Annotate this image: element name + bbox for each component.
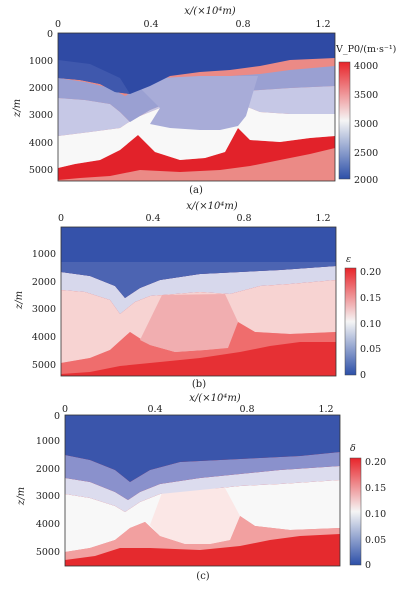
panel-b-colorbar-tick: 0.05: [360, 344, 381, 355]
panel-a-colorbar: [338, 61, 351, 180]
panel-c-frame: [64, 414, 341, 567]
panel-a-colorbar-tick: 3000: [354, 119, 378, 130]
panel-c-y-axis-label: z/m: [16, 487, 27, 506]
panel-c-y-tick: 5000: [36, 547, 60, 558]
panel-b-epsilon-model: [61, 227, 336, 376]
panel-b-y-tick: 1000: [32, 249, 56, 260]
panel-c-colorbar-tick: 0: [365, 560, 371, 571]
panel-a-frame: [57, 32, 336, 182]
panel-c-x-tick: 0: [62, 404, 68, 415]
panel-c-x-axis-label: x/(×10⁴m): [189, 393, 241, 404]
panel-b-y-tick: 5000: [32, 360, 56, 371]
panel-c-colorbar-tick: 0.10: [365, 509, 386, 520]
panel-a-y-tick: 1000: [29, 56, 53, 67]
panel-a-x-axis-label: x/(×10⁴m): [184, 6, 236, 17]
panel-c-colorbar-tick: 0.15: [365, 483, 386, 494]
panel-c-y-tick: 3000: [36, 491, 60, 502]
panel-b-x-tick: 0.4: [145, 213, 160, 224]
panel-a-y-tick: 5000: [29, 165, 53, 176]
panel-c: 0 0.4 0.8 1.2 x/(×10⁴m) 0 1000 2000 3000…: [16, 393, 386, 582]
panel-a-x-tick: 0.8: [235, 19, 250, 30]
panel-a-colorbar-tick: 3500: [354, 90, 378, 101]
panel-c-x-tick: 0.8: [239, 404, 254, 415]
panel-b-colorbar-tick: 0.20: [360, 267, 381, 278]
panel-a-x-tick: 0: [55, 19, 61, 30]
panel-c-y-tick: 1000: [36, 436, 60, 447]
panel-c-y-tick: 4000: [36, 519, 60, 530]
panel-b-y-axis-label: z/m: [14, 291, 25, 310]
panel-a-y-tick: 2000: [29, 83, 53, 94]
panel-b-colorbar-tick: 0.15: [360, 293, 381, 304]
panel-b: 0 0.4 0.8 1.2 x/(×10⁴m) 1000 2000 3000 4…: [14, 201, 381, 390]
panel-b-colorbar-tick: 0: [360, 370, 366, 381]
panel-a: 0 0.4 0.8 1.2 x/(×10⁴m) 0 1000 2000 3000…: [12, 6, 396, 196]
panel-b-colorbar-label: ε: [346, 254, 351, 265]
panel-a-x-tick: 0.4: [143, 19, 158, 30]
panel-c-colorbar-tick: 0.05: [365, 535, 386, 546]
panel-c-y-tick: 0: [54, 411, 60, 422]
panel-c-x-tick: 1.2: [318, 404, 333, 415]
panel-b-x-tick: 0: [58, 213, 64, 224]
panel-c-delta-model: [65, 415, 340, 566]
panel-b-y-tick: 4000: [32, 332, 56, 343]
panel-a-y-axis-label: z/m: [12, 99, 23, 118]
panel-a-velocity-model: [58, 33, 335, 181]
panel-b-y-tick: 2000: [32, 277, 56, 288]
panel-a-colorbar-tick: 2500: [354, 148, 378, 159]
panel-b-y-tick: 3000: [32, 304, 56, 315]
panel-c-colorbar-label: δ: [350, 443, 356, 454]
panel-b-colorbar-tick: 0.10: [360, 319, 381, 330]
panel-c-colorbar: [349, 457, 362, 566]
panel-a-y-tick: 4000: [29, 138, 53, 149]
panel-c-x-tick: 0.4: [147, 404, 162, 415]
panel-a-caption: (a): [189, 185, 203, 196]
panel-b-colorbar: [344, 267, 357, 376]
panel-a-x-tick: 1.2: [315, 19, 330, 30]
panel-c-colorbar-tick: 0.20: [365, 457, 386, 468]
panel-b-frame: [60, 226, 337, 377]
panel-c-y-tick: 2000: [36, 464, 60, 475]
panel-a-colorbar-tick: 4000: [354, 61, 378, 72]
panel-a-colorbar-tick: 2000: [354, 175, 378, 186]
panel-b-caption: (b): [192, 379, 206, 390]
panel-a-y-tick: 3000: [29, 110, 53, 121]
panel-a-colorbar-label: V_P0/(m·s⁻¹): [335, 44, 396, 55]
panel-a-y-tick: 0: [47, 29, 53, 40]
panel-b-x-tick: 0.8: [236, 213, 251, 224]
panel-c-caption: (c): [196, 571, 210, 582]
panel-b-x-axis-label: x/(×10⁴m): [186, 201, 238, 212]
panel-b-x-tick: 1.2: [315, 213, 330, 224]
